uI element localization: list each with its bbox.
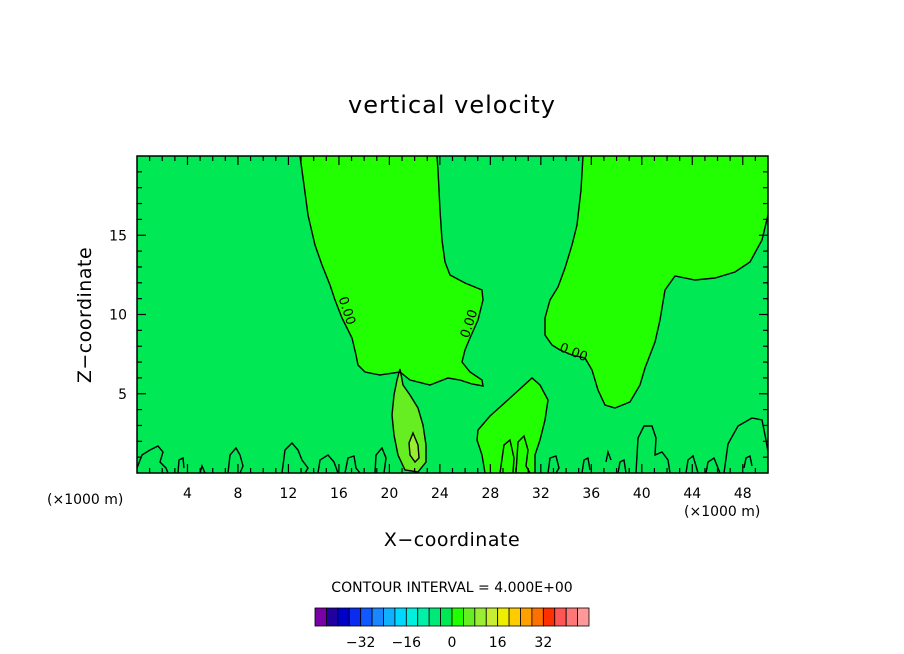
x-tick-label: 40 xyxy=(633,486,651,502)
x-tick-label: 12 xyxy=(280,486,298,502)
color-legend-swatch xyxy=(474,607,487,627)
color-legend-tick-label: −16 xyxy=(392,635,422,651)
x-tick-label: 16 xyxy=(330,486,348,502)
contour-lines xyxy=(137,156,768,473)
contour-left-plume xyxy=(299,156,484,387)
x-tick-label: 4 xyxy=(183,486,192,502)
color-legend-tick-label: 0 xyxy=(448,635,457,651)
x-axis-title: X−coordinate xyxy=(384,529,520,551)
color-legend-swatch xyxy=(565,607,578,627)
surface-contours xyxy=(137,417,768,473)
color-legend-swatch xyxy=(485,607,499,627)
color-legend-swatch xyxy=(554,607,567,627)
x-tick-label: 48 xyxy=(734,486,752,502)
region-lower-middle xyxy=(477,378,548,473)
color-legend-swatch xyxy=(463,607,476,627)
color-legend-swatch xyxy=(520,607,533,627)
y-tick-labels: 5 10 15 xyxy=(109,228,127,403)
contour-updraft-inner xyxy=(408,431,420,464)
color-legend-tick-label: 16 xyxy=(489,635,507,651)
color-legend-swatch xyxy=(417,607,430,627)
y-tick-label: 10 xyxy=(109,308,127,324)
chart-title: vertical velocity xyxy=(348,91,556,119)
color-legend-swatch xyxy=(577,607,590,627)
color-legend-swatch xyxy=(394,607,407,627)
color-legend-tick-label: −32 xyxy=(346,635,376,651)
y-tick-label: 5 xyxy=(118,387,127,403)
color-legend xyxy=(314,607,590,627)
contour-updraft-core xyxy=(391,368,427,473)
x-tick-label: 36 xyxy=(582,486,600,502)
region-updraft-inner xyxy=(409,433,419,462)
x-tick-label: 44 xyxy=(683,486,701,502)
color-legend-swatch xyxy=(337,607,350,627)
x-tick-label: 8 xyxy=(233,486,242,502)
color-legend-swatch xyxy=(508,607,521,627)
contour-right-plume xyxy=(544,156,768,409)
contour-interval-label: CONTOUR INTERVAL = 4.000E+00 xyxy=(331,580,572,596)
tick-marks xyxy=(137,156,768,473)
color-legend-tick-labels: −32 −16 0 16 32 xyxy=(346,635,552,651)
color-legend-swatch xyxy=(451,607,464,627)
color-legend-swatch xyxy=(383,607,396,627)
x-unit-label: (×1000 m) xyxy=(684,504,760,520)
color-legend-swatch xyxy=(405,607,419,627)
color-legend-swatch xyxy=(542,607,556,627)
color-legend-swatch xyxy=(360,607,373,627)
contour-regions xyxy=(300,156,768,473)
region-right-plume xyxy=(545,156,768,408)
region-left-plume xyxy=(300,156,483,386)
color-legend-swatch xyxy=(531,607,544,627)
color-legend-swatch xyxy=(428,607,441,627)
x-tick-label: 20 xyxy=(380,486,398,502)
color-legend-swatch xyxy=(348,607,362,627)
x-tick-labels: 4 8 12 16 20 24 28 32 36 40 44 48 xyxy=(183,486,752,502)
plot-area: 0.00 0.00 0.00 xyxy=(136,155,769,474)
color-legend-swatch xyxy=(371,607,384,627)
color-legend-swatch xyxy=(326,607,339,627)
color-legend-swatch xyxy=(440,607,453,627)
x-tick-label: 24 xyxy=(431,486,449,502)
color-legend-swatch xyxy=(314,607,327,627)
contour-lower-middle xyxy=(476,377,549,473)
y-unit-label: (×1000 m) xyxy=(47,492,123,508)
x-tick-label: 28 xyxy=(481,486,499,502)
x-tick-label: 32 xyxy=(532,486,550,502)
color-legend-swatch xyxy=(497,607,510,627)
y-tick-label: 15 xyxy=(109,228,127,244)
y-axis-title: Z−coordinate xyxy=(74,247,96,383)
color-legend-tick-label: 32 xyxy=(534,635,552,651)
